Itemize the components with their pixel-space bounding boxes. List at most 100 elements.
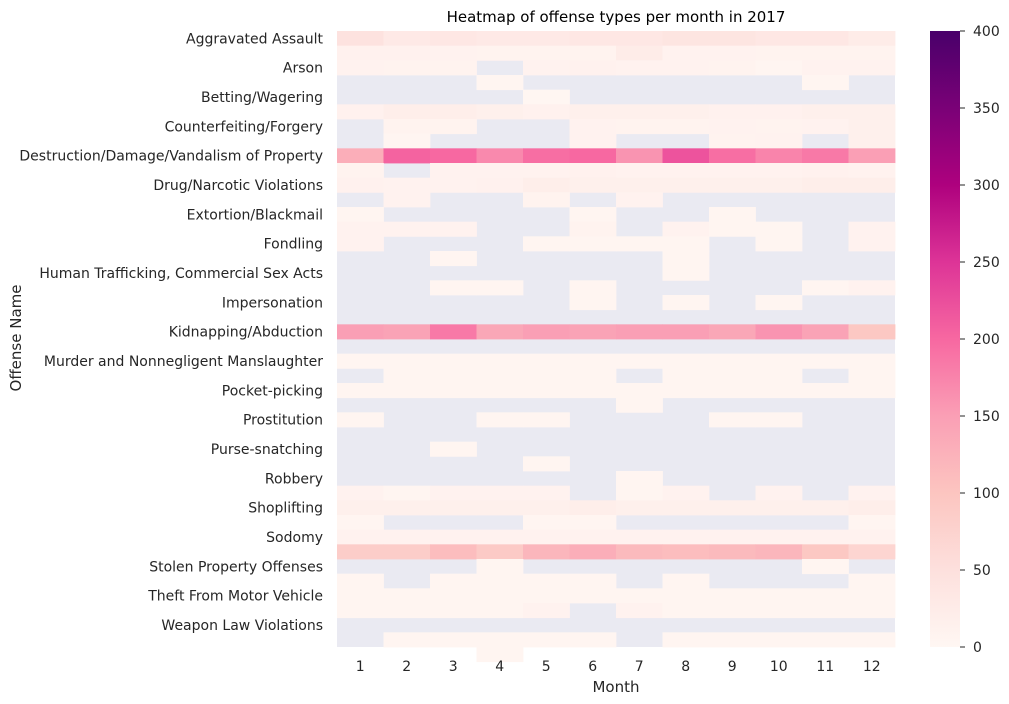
heatmap-cell <box>430 163 477 179</box>
heatmap-cell <box>709 31 756 47</box>
heatmap-cell <box>616 529 663 545</box>
heatmap-cell <box>662 104 710 120</box>
heatmap-cell <box>430 353 477 369</box>
y-tick-label: Weapon Law Violations <box>161 618 323 634</box>
heatmap-cell <box>616 485 663 501</box>
heatmap-cell <box>523 500 570 516</box>
heatmap-cell <box>709 383 756 399</box>
heatmap-cell <box>662 500 710 516</box>
heatmap-cell <box>430 603 477 619</box>
y-tick-label: Arson <box>283 61 323 77</box>
heatmap-cell <box>476 588 524 604</box>
heatmap-cell <box>848 632 896 648</box>
x-tick-label: 2 <box>402 659 411 675</box>
heatmap-cell <box>569 221 617 237</box>
heatmap-cell <box>383 177 431 193</box>
heatmap-cell <box>848 177 896 193</box>
heatmap-cell <box>476 177 524 193</box>
heatmap-cell <box>662 324 710 340</box>
heatmap-cell <box>662 31 710 47</box>
heatmap-cell <box>848 221 896 237</box>
heatmap-cell <box>523 324 570 340</box>
heatmap-cell <box>383 603 431 619</box>
heatmap-cell <box>569 280 617 296</box>
heatmap-cell <box>755 60 803 76</box>
heatmap-cell <box>383 544 431 560</box>
y-tick-label: Purse-snatching <box>211 442 323 458</box>
heatmap-cell <box>383 133 431 149</box>
heatmap-cell <box>709 221 756 237</box>
heatmap-cell <box>802 559 849 575</box>
heatmap-cell <box>755 353 803 369</box>
heatmap-cell <box>662 163 710 179</box>
y-tick-label: Shoplifting <box>248 501 323 517</box>
heatmap-cell <box>709 133 756 149</box>
x-tick-label: 8 <box>681 659 690 675</box>
heatmap-cell <box>755 133 803 149</box>
heatmap-cell <box>662 251 710 267</box>
y-tick-label: Murder and Nonnegligent Manslaughter <box>44 354 323 370</box>
heatmap-cell <box>616 500 663 516</box>
colorbar-tick-label: 300 <box>973 178 1000 194</box>
heatmap-cell <box>337 221 384 237</box>
heatmap-cell <box>755 104 803 120</box>
x-tick-label: 11 <box>816 659 834 675</box>
heatmap-cell <box>616 397 663 413</box>
heatmap-cell <box>430 119 477 135</box>
heatmap-cell <box>523 192 570 208</box>
heatmap-cell <box>802 119 849 135</box>
x-tick-label: 6 <box>588 659 597 675</box>
heatmap-cell <box>430 251 477 267</box>
heatmap-cell <box>383 529 431 545</box>
heatmap-cell <box>523 368 570 384</box>
heatmap-cell <box>569 324 617 340</box>
heatmap-cell <box>476 148 524 164</box>
heatmap-cell <box>476 529 524 545</box>
heatmap-cell <box>802 603 849 619</box>
x-axis-label: Month <box>592 678 639 696</box>
heatmap-cell <box>755 236 803 252</box>
heatmap-cell <box>755 177 803 193</box>
heatmap-cell <box>662 45 710 61</box>
heatmap-cell <box>476 412 524 428</box>
heatmap-cell <box>430 383 477 399</box>
heatmap-cell <box>523 529 570 545</box>
heatmap-cell <box>569 383 617 399</box>
heatmap-cell <box>662 177 710 193</box>
heatmap-cell <box>523 632 570 648</box>
heatmap-cell <box>662 236 710 252</box>
heatmap-cell <box>430 529 477 545</box>
heatmap-cell <box>616 148 663 164</box>
heatmap-cell <box>523 177 570 193</box>
heatmap-cell <box>337 573 384 589</box>
heatmap-cell <box>523 383 570 399</box>
heatmap-cell <box>476 353 524 369</box>
heatmap-cell <box>848 515 896 531</box>
heatmap-cell <box>616 383 663 399</box>
heatmap-cell <box>476 544 524 560</box>
heatmap-cell <box>616 104 663 120</box>
y-tick-label: Extortion/Blackmail <box>187 207 323 223</box>
heatmap-cell <box>802 280 849 296</box>
heatmap-cell <box>802 500 849 516</box>
heatmap-cell <box>569 207 617 223</box>
heatmap-cell <box>337 324 384 340</box>
heatmap-cell <box>755 163 803 179</box>
heatmap-cell <box>523 104 570 120</box>
heatmap-cell <box>802 75 849 91</box>
heatmap-cell <box>709 45 756 61</box>
heatmap-cell <box>802 353 849 369</box>
heatmap-cell <box>569 295 617 311</box>
heatmap-cell <box>383 119 431 135</box>
heatmap-cell <box>569 588 617 604</box>
heatmap-cell <box>476 75 524 91</box>
heatmap-cell <box>616 588 663 604</box>
heatmap-cell <box>848 353 896 369</box>
heatmap-cell <box>616 163 663 179</box>
heatmap-cell <box>569 515 617 531</box>
heatmap-cell <box>569 60 617 76</box>
heatmap-cell <box>662 368 710 384</box>
heatmap-cell <box>430 544 477 560</box>
heatmap-cell <box>569 163 617 179</box>
heatmap-cell <box>383 353 431 369</box>
